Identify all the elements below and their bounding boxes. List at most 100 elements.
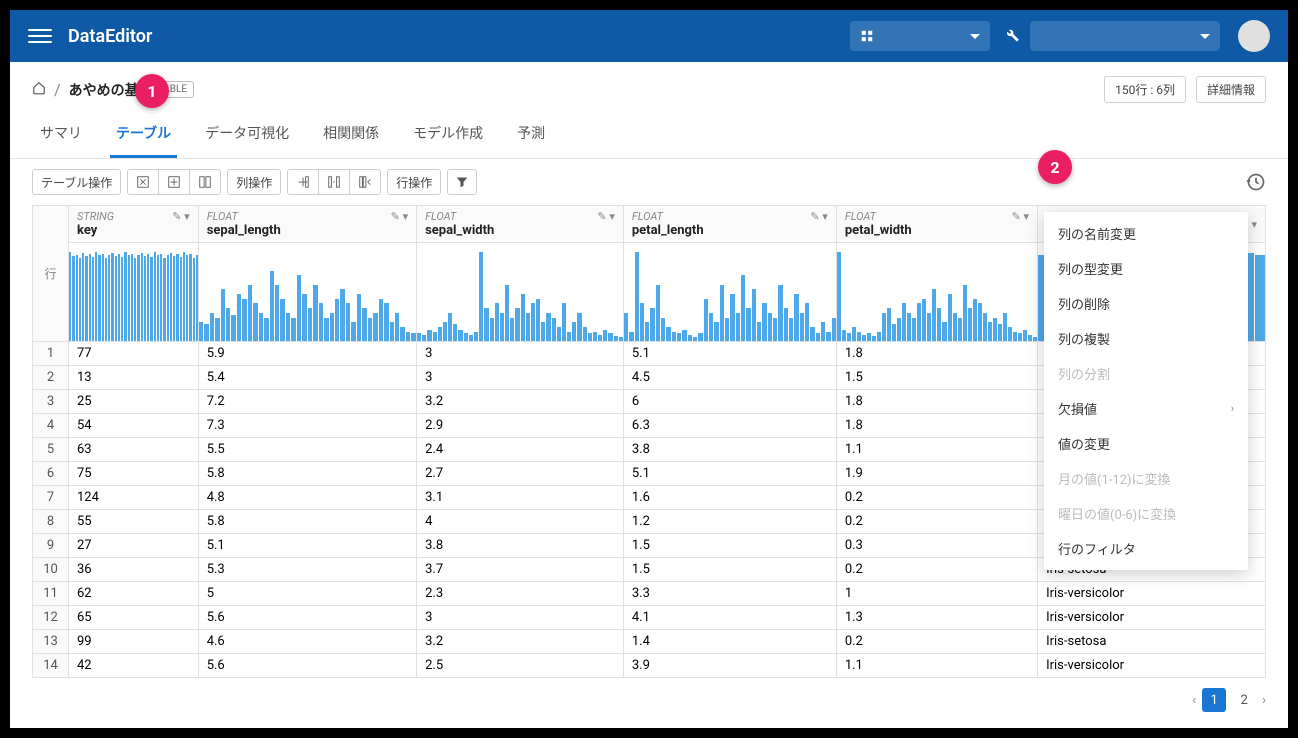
cell[interactable]: 1.8 [836,342,1037,366]
cell[interactable]: 0.2 [836,486,1037,510]
cell[interactable]: 2.9 [417,414,624,438]
cell[interactable]: 7.2 [198,390,416,414]
cell[interactable]: 65 [69,606,199,630]
cell[interactable]: 62 [69,582,199,606]
cell[interactable]: 2.3 [417,582,624,606]
cell[interactable]: 3 [417,342,624,366]
cell[interactable]: 5.5 [198,438,416,462]
tb-icon-6[interactable] [349,169,381,195]
cell[interactable]: 0.3 [836,534,1037,558]
tb-icon-3[interactable] [189,169,221,195]
home-icon[interactable] [32,81,46,99]
cell[interactable]: 5.8 [198,510,416,534]
cell[interactable]: 0.2 [836,558,1037,582]
cell[interactable]: 5.1 [198,534,416,558]
tab-サマリ[interactable]: サマリ [34,113,88,158]
tb-icon-2[interactable] [158,169,189,195]
cell[interactable]: 1.6 [623,486,836,510]
cell[interactable]: 1.8 [836,414,1037,438]
row-ops-button[interactable]: 行操作 [387,169,441,195]
edit-icon[interactable]: ✎ ▾ [391,210,408,223]
cell[interactable]: 4.5 [623,366,836,390]
header-dropdown-1[interactable] [850,21,990,51]
cell[interactable]: 25 [69,390,199,414]
cell[interactable]: 5.1 [623,342,836,366]
edit-icon[interactable]: ✎ ▾ [172,210,189,223]
cell[interactable]: Iris-versicolor [1038,654,1266,678]
cell[interactable]: 5.6 [198,606,416,630]
cell[interactable]: 3.1 [417,486,624,510]
tab-相関関係[interactable]: 相関関係 [317,113,385,158]
page-prev[interactable]: ‹ [1192,693,1196,708]
cell[interactable]: 5 [198,582,416,606]
cell[interactable]: 1.2 [623,510,836,534]
cell[interactable]: 1 [836,582,1037,606]
cell[interactable]: 124 [69,486,199,510]
ctx-item[interactable]: 行のフィルタ [1044,531,1248,566]
cell[interactable]: 1.5 [623,534,836,558]
wrench-icon[interactable] [1002,25,1020,47]
tb-icon-5[interactable] [318,169,349,195]
cell[interactable]: 1.4 [623,630,836,654]
ctx-item[interactable]: 列の複製 [1044,321,1248,356]
cell[interactable]: 1.1 [836,438,1037,462]
table-ops-button[interactable]: テーブル操作 [32,169,121,195]
cell[interactable]: 5.9 [198,342,416,366]
cell[interactable]: 5.3 [198,558,416,582]
edit-icon[interactable]: ✎ ▾ [810,210,827,223]
cell[interactable]: 4.8 [198,486,416,510]
col-ops-button[interactable]: 列操作 [227,169,281,195]
edit-icon[interactable]: ✎ ▾ [597,210,614,223]
cell[interactable]: Iris-versicolor [1038,582,1266,606]
cell[interactable]: 1.3 [836,606,1037,630]
tab-テーブル[interactable]: テーブル [110,113,177,158]
cell[interactable]: 3.8 [623,438,836,462]
tab-モデル作成[interactable]: モデル作成 [407,113,489,158]
cell[interactable]: 5.1 [623,462,836,486]
cell[interactable]: 3.2 [417,630,624,654]
page-next[interactable]: › [1262,693,1266,708]
cell[interactable]: 1.8 [836,390,1037,414]
cell[interactable]: 54 [69,414,199,438]
cell[interactable]: 3 [417,606,624,630]
cell[interactable]: 1.1 [836,654,1037,678]
cell[interactable]: Iris-setosa [1038,630,1266,654]
col-header-sepal_width[interactable]: ✎ ▾FLOATsepal_width [417,206,624,243]
cell[interactable]: 4 [417,510,624,534]
cell[interactable]: 27 [69,534,199,558]
cell[interactable]: 1.9 [836,462,1037,486]
tb-icon-1[interactable] [127,169,158,195]
cell[interactable]: 77 [69,342,199,366]
tab-データ可視化[interactable]: データ可視化 [199,113,295,158]
filter-button[interactable] [447,169,477,195]
tab-予測[interactable]: 予測 [511,113,551,158]
col-header-key[interactable]: ✎ ▾STRINGkey [69,206,199,243]
edit-icon[interactable]: ✎ ▾ [1012,210,1029,223]
ctx-item[interactable]: 値の変更 [1044,426,1248,461]
cell[interactable]: 7.3 [198,414,416,438]
menu-icon[interactable] [28,24,52,48]
ctx-item[interactable]: 列の型変更 [1044,251,1248,286]
cell[interactable]: 99 [69,630,199,654]
cell[interactable]: 6 [623,390,836,414]
cell[interactable]: 1.5 [623,558,836,582]
ctx-item[interactable]: 列の名前変更 [1044,216,1248,251]
cell[interactable]: 36 [69,558,199,582]
cell[interactable]: 4.6 [198,630,416,654]
page-2[interactable]: 2 [1232,688,1256,712]
cell[interactable]: 63 [69,438,199,462]
cell[interactable]: 2.4 [417,438,624,462]
col-header-petal_length[interactable]: ✎ ▾FLOATpetal_length [623,206,836,243]
cell[interactable]: 3.8 [417,534,624,558]
col-header-sepal_length[interactable]: ✎ ▾FLOATsepal_length [198,206,416,243]
cell[interactable]: Iris-versicolor [1038,606,1266,630]
cell[interactable]: 4.1 [623,606,836,630]
cell[interactable]: 2.7 [417,462,624,486]
history-icon[interactable] [1246,172,1266,192]
cell[interactable]: 3.9 [623,654,836,678]
cell[interactable]: 5.6 [198,654,416,678]
cell[interactable]: 3.7 [417,558,624,582]
cell[interactable]: 0.2 [836,630,1037,654]
cell[interactable]: 3.3 [623,582,836,606]
cell[interactable]: 5.8 [198,462,416,486]
